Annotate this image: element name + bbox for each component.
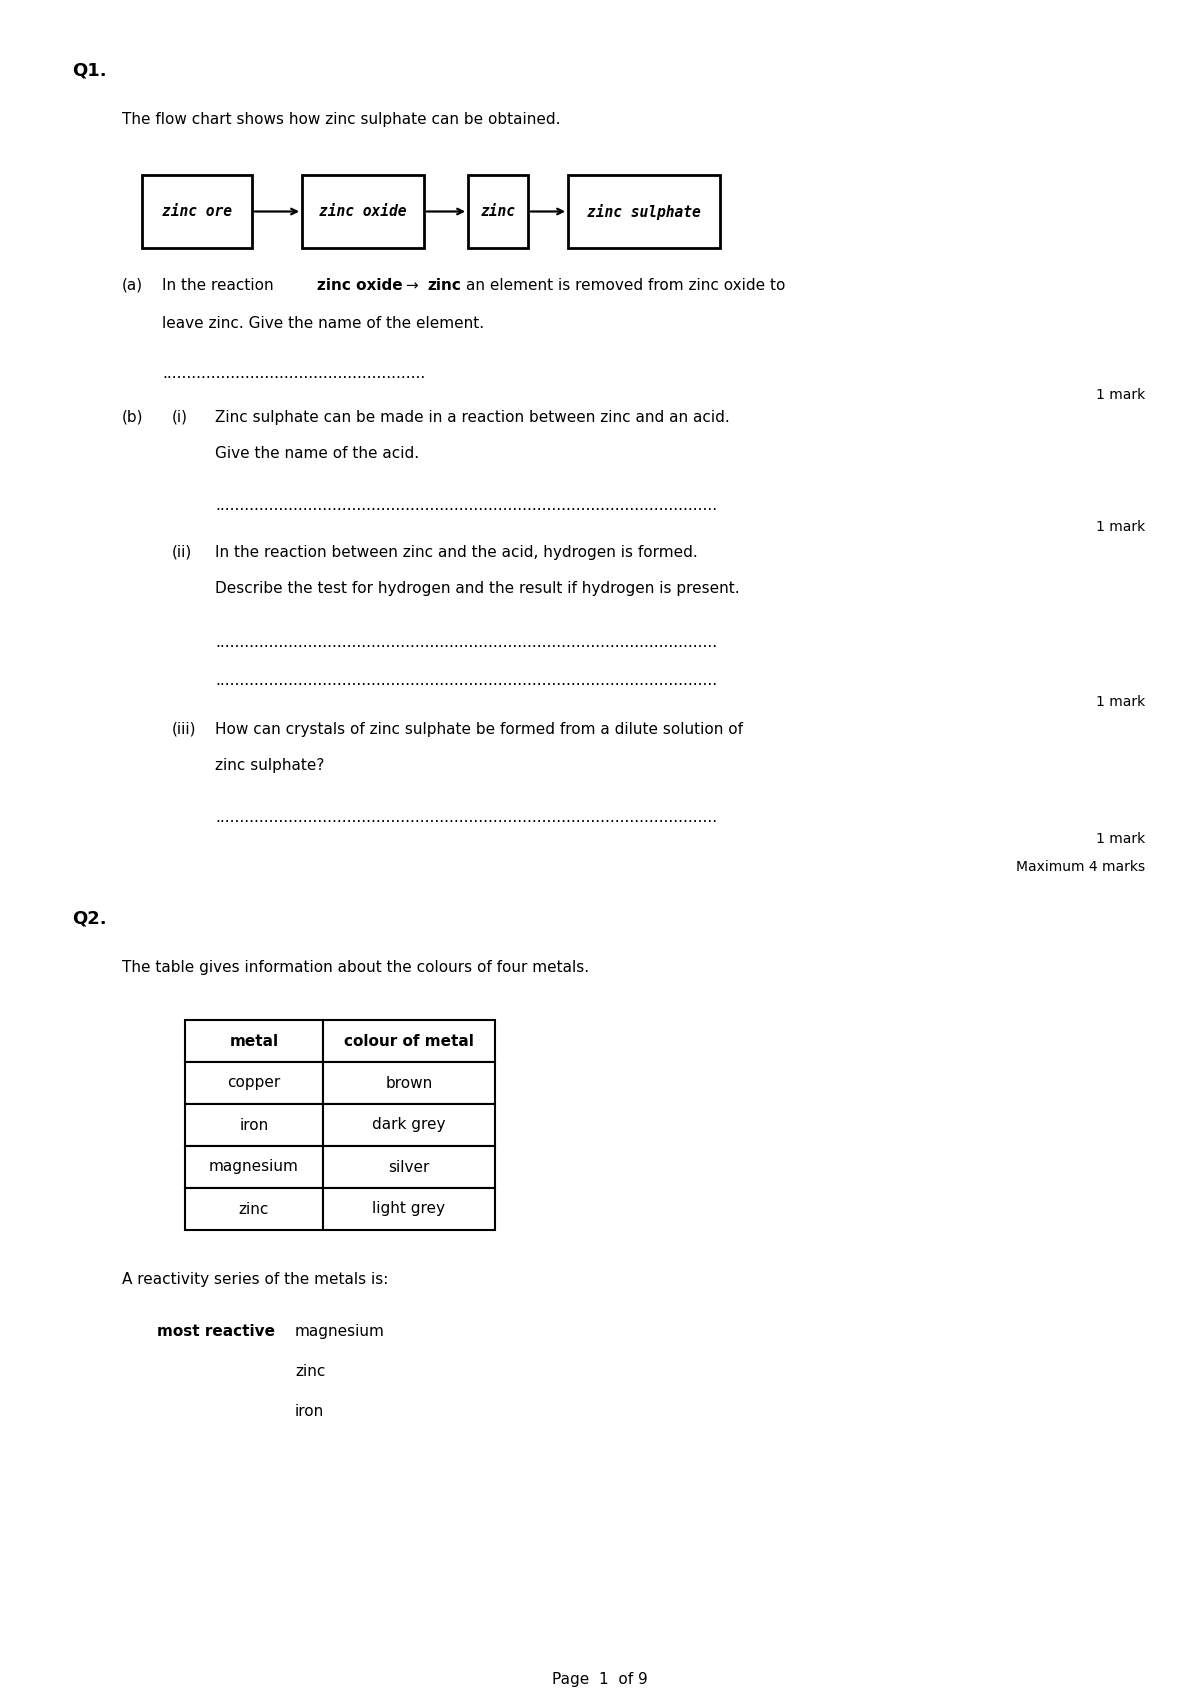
Bar <box>323 1188 496 1230</box>
Bar <box>323 1062 496 1105</box>
FancyBboxPatch shape <box>568 175 720 248</box>
Text: Maximum 4 marks: Maximum 4 marks <box>1016 860 1145 874</box>
Text: (b): (b) <box>122 411 144 424</box>
Text: zinc: zinc <box>295 1364 325 1380</box>
Text: How can crystals of zinc sulphate be formed from a dilute solution of: How can crystals of zinc sulphate be for… <box>215 721 743 736</box>
Text: (a): (a) <box>122 278 143 294</box>
Text: zinc: zinc <box>480 204 516 219</box>
Text: (i): (i) <box>172 411 188 424</box>
Text: iron: iron <box>295 1403 324 1419</box>
Text: ................................................................................: ........................................… <box>215 635 718 650</box>
Text: →: → <box>406 278 418 294</box>
FancyBboxPatch shape <box>302 175 424 248</box>
Text: (ii): (ii) <box>172 545 192 560</box>
Text: Describe the test for hydrogen and the result if hydrogen is present.: Describe the test for hydrogen and the r… <box>215 580 739 596</box>
Bar <box>323 1145 496 1188</box>
Text: copper: copper <box>227 1076 281 1091</box>
Text: ................................................................................: ........................................… <box>215 674 718 687</box>
Text: iron: iron <box>239 1118 269 1132</box>
Text: Page  1  of 9: Page 1 of 9 <box>552 1672 648 1687</box>
Text: zinc oxide: zinc oxide <box>317 278 403 294</box>
Text: 1 mark: 1 mark <box>1096 519 1145 535</box>
Text: dark grey: dark grey <box>372 1118 445 1132</box>
Text: ................................................................................: ........................................… <box>215 497 718 512</box>
Text: metal: metal <box>229 1033 278 1049</box>
FancyBboxPatch shape <box>468 175 528 248</box>
Text: 1 mark: 1 mark <box>1096 696 1145 709</box>
Bar <box>323 1105 496 1145</box>
Text: zinc ore: zinc ore <box>162 204 232 219</box>
Text: zinc: zinc <box>239 1201 269 1217</box>
Text: (iii): (iii) <box>172 721 197 736</box>
Bar <box>185 1145 323 1188</box>
Text: The table gives information about the colours of four metals.: The table gives information about the co… <box>122 961 589 976</box>
Text: magnesium: magnesium <box>209 1159 299 1174</box>
Text: The flow chart shows how zinc sulphate can be obtained.: The flow chart shows how zinc sulphate c… <box>122 112 560 127</box>
Text: 1 mark: 1 mark <box>1096 389 1145 402</box>
Text: Q1.: Q1. <box>72 63 107 80</box>
Text: zinc: zinc <box>427 278 461 294</box>
Text: colour of metal: colour of metal <box>344 1033 474 1049</box>
Bar <box>185 1188 323 1230</box>
Text: zinc sulphate?: zinc sulphate? <box>215 759 324 774</box>
Text: silver: silver <box>389 1159 430 1174</box>
Text: Zinc sulphate can be made in a reaction between zinc and an acid.: Zinc sulphate can be made in a reaction … <box>215 411 730 424</box>
Text: brown: brown <box>385 1076 433 1091</box>
Text: A reactivity series of the metals is:: A reactivity series of the metals is: <box>122 1273 389 1286</box>
Text: most reactive: most reactive <box>157 1324 275 1339</box>
Bar <box>185 1062 323 1105</box>
FancyBboxPatch shape <box>142 175 252 248</box>
Text: magnesium: magnesium <box>295 1324 385 1339</box>
Text: ......................................................: ........................................… <box>162 367 425 382</box>
Bar <box>185 1020 323 1062</box>
Text: leave zinc. Give the name of the element.: leave zinc. Give the name of the element… <box>162 316 484 331</box>
Text: zinc oxide: zinc oxide <box>319 204 407 219</box>
Text: ................................................................................: ........................................… <box>215 809 718 825</box>
Text: Q2.: Q2. <box>72 910 107 928</box>
Text: Give the name of the acid.: Give the name of the acid. <box>215 446 419 462</box>
Text: 1 mark: 1 mark <box>1096 832 1145 847</box>
Text: In the reaction: In the reaction <box>162 278 283 294</box>
Text: an element is removed from zinc oxide to: an element is removed from zinc oxide to <box>466 278 785 294</box>
Bar <box>185 1105 323 1145</box>
Bar <box>323 1020 496 1062</box>
Text: light grey: light grey <box>372 1201 445 1217</box>
Text: zinc sulphate: zinc sulphate <box>587 204 701 219</box>
Text: In the reaction between zinc and the acid, hydrogen is formed.: In the reaction between zinc and the aci… <box>215 545 697 560</box>
